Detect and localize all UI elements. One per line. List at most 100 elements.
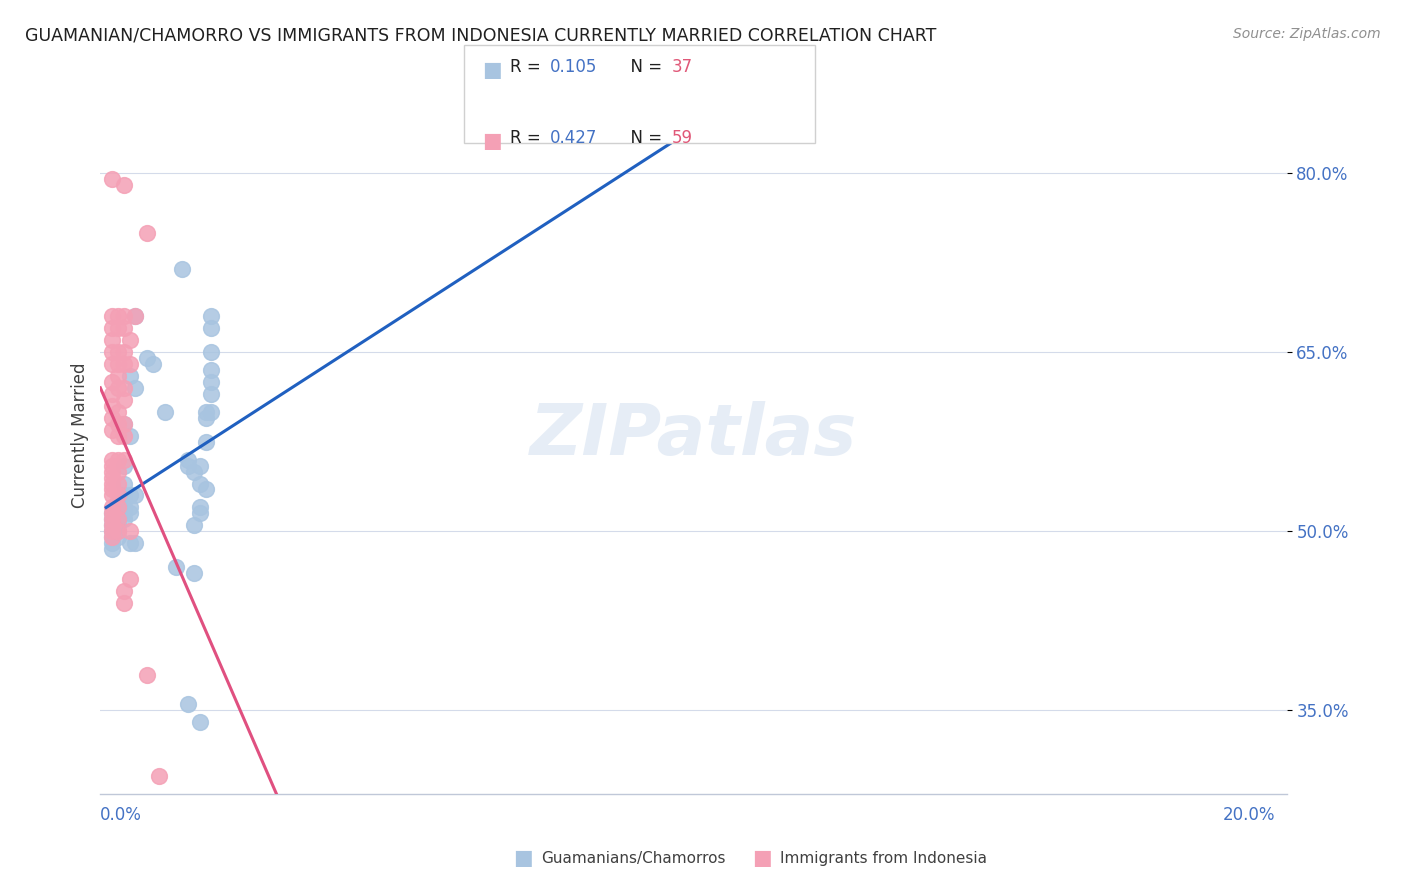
Point xyxy=(101,333,124,347)
Point xyxy=(112,357,135,371)
Point xyxy=(112,417,135,431)
Point xyxy=(101,458,124,473)
Point xyxy=(136,351,159,365)
Point xyxy=(101,518,124,533)
Point xyxy=(200,405,222,419)
Point xyxy=(112,345,135,359)
Point xyxy=(200,363,222,377)
Point xyxy=(107,507,129,521)
Point xyxy=(107,381,129,395)
Point xyxy=(112,512,135,526)
Point xyxy=(118,488,141,502)
Point xyxy=(188,458,211,473)
Point xyxy=(107,345,129,359)
Point xyxy=(101,483,124,497)
Point xyxy=(172,261,194,276)
Point xyxy=(107,500,129,515)
Text: R =: R = xyxy=(510,58,547,76)
Point xyxy=(177,458,200,473)
Point xyxy=(165,560,187,574)
Point xyxy=(183,566,205,580)
Point xyxy=(101,345,124,359)
Point xyxy=(200,310,222,324)
Point xyxy=(107,357,129,371)
Point xyxy=(101,476,124,491)
Point xyxy=(188,476,211,491)
Point xyxy=(112,310,135,324)
Text: N =: N = xyxy=(620,58,668,76)
Point xyxy=(101,387,124,401)
Point xyxy=(118,357,141,371)
Point xyxy=(200,375,222,389)
Point xyxy=(112,596,135,610)
Point xyxy=(194,434,217,449)
Point xyxy=(118,428,141,442)
Text: ■: ■ xyxy=(752,848,772,868)
Point xyxy=(183,465,205,479)
Point xyxy=(107,500,129,515)
Point xyxy=(107,488,129,502)
Text: R =: R = xyxy=(510,129,547,147)
Point xyxy=(101,530,124,544)
Point xyxy=(107,321,129,335)
Text: ZIPatlas: ZIPatlas xyxy=(530,401,858,470)
Text: ■: ■ xyxy=(482,131,502,151)
Y-axis label: Currently Married: Currently Married xyxy=(72,363,89,508)
Point xyxy=(107,524,129,539)
Point xyxy=(107,512,129,526)
Point xyxy=(112,178,135,192)
Point xyxy=(194,410,217,425)
Point xyxy=(101,470,124,484)
Point xyxy=(177,698,200,712)
Text: 0.0%: 0.0% xyxy=(100,806,142,824)
Point xyxy=(101,410,124,425)
Point xyxy=(101,375,124,389)
Point xyxy=(118,524,141,539)
Point xyxy=(124,536,146,550)
Point xyxy=(101,321,124,335)
Point xyxy=(101,310,124,324)
Point xyxy=(107,369,129,384)
Text: Guamanians/Chamorros: Guamanians/Chamorros xyxy=(541,851,725,865)
Point xyxy=(101,500,124,515)
Point xyxy=(112,476,135,491)
Point xyxy=(183,518,205,533)
Point xyxy=(101,524,124,539)
Text: Source: ZipAtlas.com: Source: ZipAtlas.com xyxy=(1233,27,1381,41)
Point xyxy=(118,536,141,550)
Point xyxy=(107,310,129,324)
Text: Immigrants from Indonesia: Immigrants from Indonesia xyxy=(780,851,987,865)
Point xyxy=(112,494,135,508)
Point xyxy=(101,512,124,526)
Point xyxy=(101,423,124,437)
Point xyxy=(107,530,129,544)
Point xyxy=(112,417,135,431)
Point xyxy=(188,507,211,521)
Text: 59: 59 xyxy=(672,129,693,147)
Point xyxy=(112,584,135,599)
Point xyxy=(107,518,129,533)
Point xyxy=(107,494,129,508)
Point xyxy=(107,524,129,539)
Point xyxy=(101,452,124,467)
Point xyxy=(124,310,146,324)
Text: GUAMANIAN/CHAMORRO VS IMMIGRANTS FROM INDONESIA CURRENTLY MARRIED CORRELATION CH: GUAMANIAN/CHAMORRO VS IMMIGRANTS FROM IN… xyxy=(25,27,936,45)
Point xyxy=(107,452,129,467)
Text: ■: ■ xyxy=(513,848,533,868)
Point xyxy=(101,357,124,371)
Point xyxy=(153,405,176,419)
Text: 0.427: 0.427 xyxy=(550,129,598,147)
Point xyxy=(188,500,211,515)
Point xyxy=(118,500,141,515)
Point xyxy=(107,417,129,431)
Text: 20.0%: 20.0% xyxy=(1222,806,1275,824)
Point xyxy=(101,542,124,557)
Point xyxy=(118,333,141,347)
Point xyxy=(194,483,217,497)
Point xyxy=(107,476,129,491)
Text: N =: N = xyxy=(620,129,668,147)
Point xyxy=(112,452,135,467)
Point xyxy=(148,769,170,783)
Point xyxy=(101,399,124,413)
Text: 37: 37 xyxy=(672,58,693,76)
